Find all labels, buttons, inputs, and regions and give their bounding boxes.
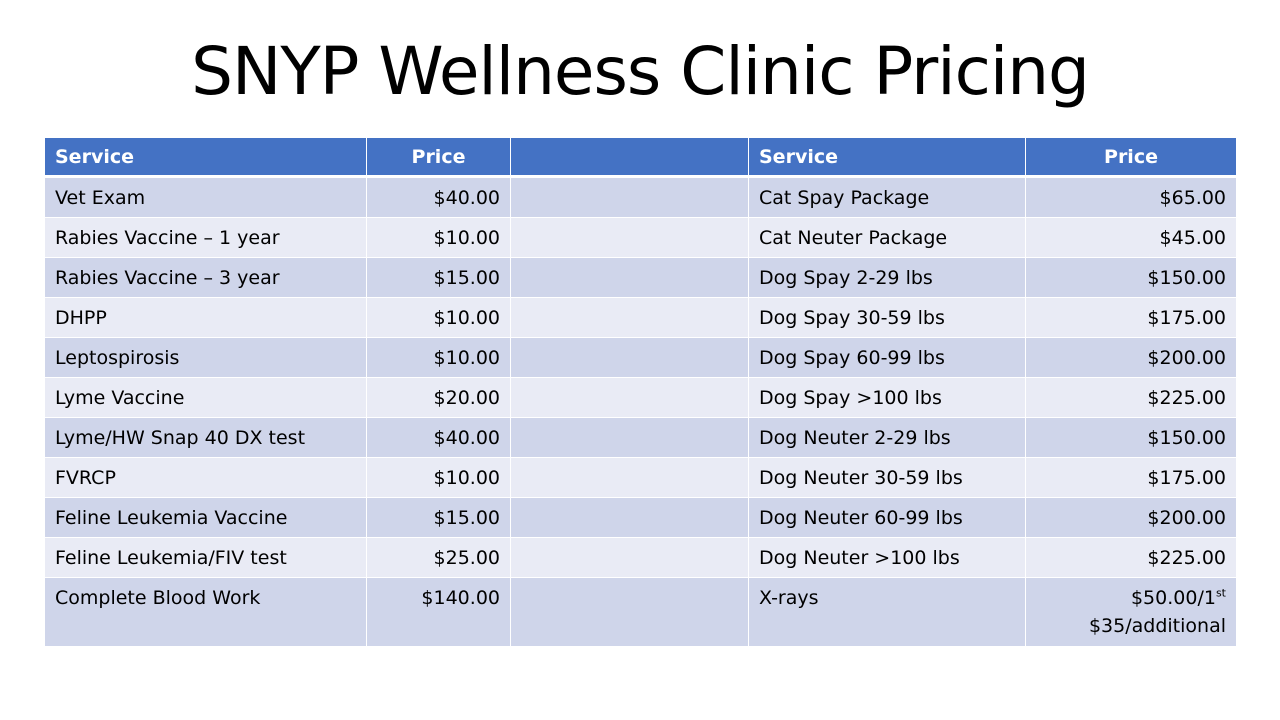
table-row: Feline Leukemia/FIV test $25.00 Dog Neut…: [44, 537, 1237, 578]
right-service-cell: Dog Neuter 30-59 lbs: [748, 457, 1026, 498]
right-service-cell: Dog Neuter >100 lbs: [748, 537, 1026, 578]
table-row: Rabies Vaccine – 3 year $15.00 Dog Spay …: [44, 257, 1237, 298]
left-price-cell: $15.00: [366, 497, 511, 538]
table-row: Vet Exam $40.00 Cat Spay Package $65.00: [44, 176, 1237, 218]
pricing-table: Service Price Service Price Vet Exam $40…: [44, 137, 1237, 647]
table-row: DHPP $10.00 Dog Spay 30-59 lbs $175.00: [44, 297, 1237, 338]
right-service-cell: Dog Spay 2-29 lbs: [748, 257, 1026, 298]
xray-price-first: $50.00/1: [1130, 587, 1216, 609]
table-row: FVRCP $10.00 Dog Neuter 30-59 lbs $175.0…: [44, 457, 1237, 498]
left-service-cell: Vet Exam: [44, 176, 367, 218]
header-left-service: Service: [44, 137, 367, 178]
left-price-cell: $40.00: [366, 176, 511, 218]
header-right-price: Price: [1025, 137, 1237, 178]
left-service-cell: FVRCP: [44, 457, 367, 498]
left-price-cell: $140.00: [366, 577, 511, 647]
left-price-cell: $15.00: [366, 257, 511, 298]
left-price-cell: $25.00: [366, 537, 511, 578]
slide-title: SNYP Wellness Clinic Pricing: [191, 33, 1090, 110]
left-service-cell: Rabies Vaccine – 3 year: [44, 257, 367, 298]
left-price-cell: $10.00: [366, 457, 511, 498]
spacer-cell: [510, 537, 749, 578]
right-service-cell: Dog Neuter 2-29 lbs: [748, 417, 1026, 458]
right-price-cell: $150.00: [1025, 417, 1237, 458]
right-service-cell: X-rays: [748, 577, 1026, 647]
left-service-cell: Complete Blood Work: [44, 577, 367, 647]
spacer-cell: [510, 497, 749, 538]
right-service-cell: Cat Spay Package: [748, 176, 1026, 218]
left-price-cell: $10.00: [366, 297, 511, 338]
right-service-cell: Cat Neuter Package: [748, 217, 1026, 258]
left-price-cell: $10.00: [366, 217, 511, 258]
header-spacer: [510, 137, 749, 178]
xray-price-superscript: st: [1215, 586, 1226, 600]
spacer-cell: [510, 457, 749, 498]
table-row: Lyme Vaccine $20.00 Dog Spay >100 lbs $2…: [44, 377, 1237, 418]
xray-price-additional: $35/additional: [1088, 615, 1226, 637]
table-row: Rabies Vaccine – 1 year $10.00 Cat Neute…: [44, 217, 1237, 258]
right-price-cell: $200.00: [1025, 497, 1237, 538]
left-service-cell: Rabies Vaccine – 1 year: [44, 217, 367, 258]
right-price-cell: $175.00: [1025, 297, 1237, 338]
left-service-cell: DHPP: [44, 297, 367, 338]
spacer-cell: [510, 176, 749, 218]
right-price-cell: $50.00/1st $35/additional: [1025, 577, 1237, 647]
spacer-cell: [510, 257, 749, 298]
spacer-cell: [510, 217, 749, 258]
table-row: Lyme/HW Snap 40 DX test $40.00 Dog Neute…: [44, 417, 1237, 458]
header-right-service: Service: [748, 137, 1026, 178]
right-price-cell: $225.00: [1025, 377, 1237, 418]
spacer-cell: [510, 377, 749, 418]
right-price-cell: $45.00: [1025, 217, 1237, 258]
right-service-cell: Dog Spay 60-99 lbs: [748, 337, 1026, 378]
spacer-cell: [510, 417, 749, 458]
right-service-cell: Dog Neuter 60-99 lbs: [748, 497, 1026, 538]
spacer-cell: [510, 577, 749, 647]
right-price-cell: $150.00: [1025, 257, 1237, 298]
left-service-cell: Feline Leukemia Vaccine: [44, 497, 367, 538]
right-price-cell: $65.00: [1025, 176, 1237, 218]
right-price-cell: $200.00: [1025, 337, 1237, 378]
right-service-cell: Dog Spay 30-59 lbs: [748, 297, 1026, 338]
right-price-cell: $175.00: [1025, 457, 1237, 498]
header-left-price: Price: [366, 137, 511, 178]
left-price-cell: $20.00: [366, 377, 511, 418]
spacer-cell: [510, 337, 749, 378]
left-service-cell: Lyme/HW Snap 40 DX test: [44, 417, 367, 458]
table-header-row: Service Price Service Price: [44, 137, 1237, 178]
left-price-cell: $40.00: [366, 417, 511, 458]
right-price-cell: $225.00: [1025, 537, 1237, 578]
left-service-cell: Feline Leukemia/FIV test: [44, 537, 367, 578]
left-service-cell: Lyme Vaccine: [44, 377, 367, 418]
left-service-cell: Leptospirosis: [44, 337, 367, 378]
left-price-cell: $10.00: [366, 337, 511, 378]
right-service-cell: Dog Spay >100 lbs: [748, 377, 1026, 418]
table-row: Feline Leukemia Vaccine $15.00 Dog Neute…: [44, 497, 1237, 538]
table-row: Complete Blood Work $140.00 X-rays $50.0…: [44, 577, 1237, 647]
spacer-cell: [510, 297, 749, 338]
table-row: Leptospirosis $10.00 Dog Spay 60-99 lbs …: [44, 337, 1237, 378]
